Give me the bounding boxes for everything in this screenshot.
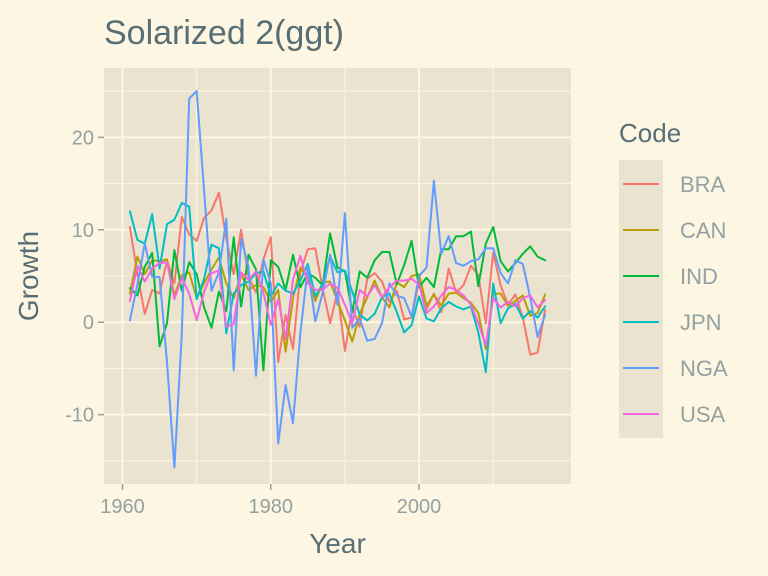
legend-key-background: [619, 160, 663, 438]
series-line-usa: [128, 254, 547, 347]
chart-title: Solarized 2(ggt): [104, 14, 344, 52]
y-tick-label: 20: [72, 127, 94, 149]
legend-label-ind: IND: [680, 264, 718, 289]
x-tick-label: 2000: [397, 496, 442, 518]
series-line-jpn: [128, 202, 547, 374]
y-tick-label: -10: [65, 405, 94, 427]
legend-label-jpn: JPN: [680, 310, 722, 335]
x-tick-label: 1960: [100, 496, 145, 518]
series-line-nga: [128, 90, 547, 469]
legend-label-usa: USA: [680, 402, 726, 427]
legend-label-can: CAN: [680, 218, 726, 243]
series-lines: [128, 90, 547, 469]
legend: BRA CAN IND JPN NGA USA: [623, 172, 728, 427]
legend-label-bra: BRA: [680, 172, 726, 197]
series-line-ind: [128, 226, 547, 372]
legend-title: Code: [619, 118, 681, 148]
legend-label-nga: NGA: [680, 356, 728, 381]
y-tick-label: 10: [72, 220, 94, 242]
y-tick-label: 0: [83, 312, 94, 334]
axes: 1960 1980 2000 -10 0 10 20: [65, 127, 441, 518]
x-tick-label: 1980: [249, 496, 294, 518]
x-axis-title: Year: [309, 528, 366, 559]
y-axis-title: Growth: [13, 231, 44, 321]
